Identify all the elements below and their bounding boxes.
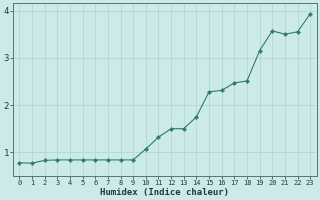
X-axis label: Humidex (Indice chaleur): Humidex (Indice chaleur) (100, 188, 229, 197)
